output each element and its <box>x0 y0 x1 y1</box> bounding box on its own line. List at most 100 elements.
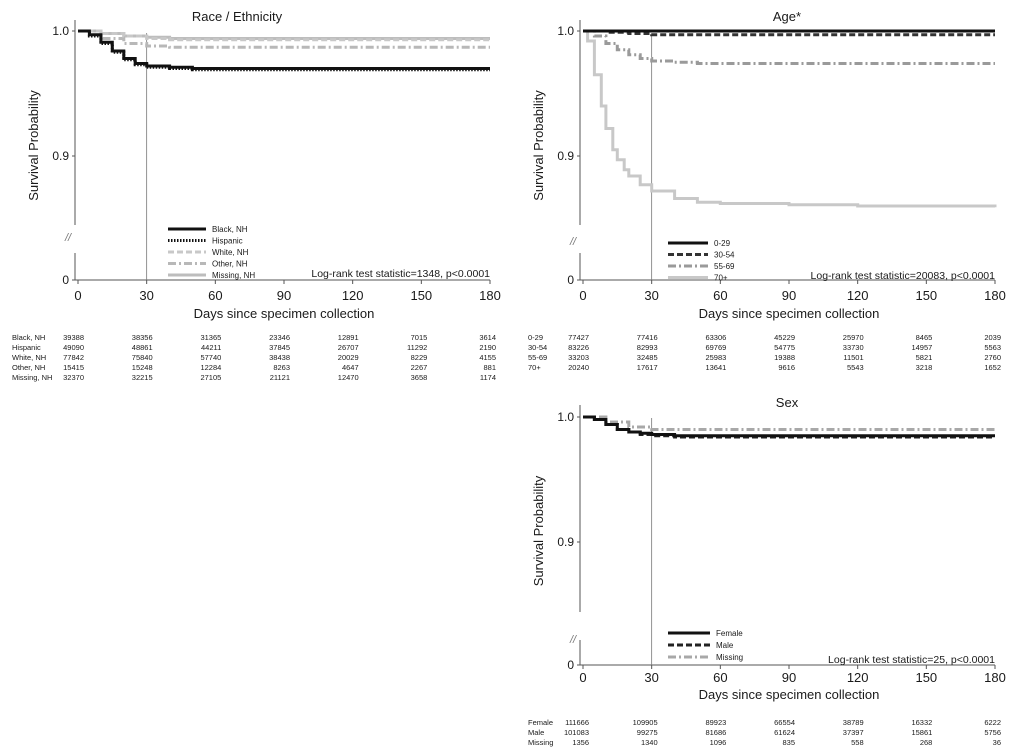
risk-table-cell: 25983 <box>705 353 726 362</box>
risk-table-cell: 11501 <box>843 353 863 362</box>
risk-table-cell: 11292 <box>407 343 427 352</box>
chart-title: Sex <box>776 395 799 410</box>
survival-curve <box>78 29 490 70</box>
legend-label: 0-29 <box>714 239 731 248</box>
chart-title: Age* <box>773 9 801 24</box>
risk-table-cell: 37397 <box>843 728 864 737</box>
risk-table-cell: 109905 <box>633 718 658 727</box>
risk-table-cell: 38789 <box>843 718 864 727</box>
x-tick-label: 150 <box>915 670 937 685</box>
risk-table-cell: 32485 <box>637 353 658 362</box>
risk-table-cell: 36 <box>993 738 1001 747</box>
risk-table-cell: 20240 <box>568 363 589 372</box>
risk-table-cell: 881 <box>483 363 496 372</box>
risk-table-cell: 9616 <box>778 363 795 372</box>
log-rank-stat: Log-rank test statistic=25, p<0.0001 <box>828 654 995 666</box>
risk-table-row-label: Black, NH <box>12 333 45 342</box>
risk-table-cell: 25970 <box>843 333 864 342</box>
risk-table-cell: 101083 <box>564 728 589 737</box>
risk-table-cell: 37845 <box>269 343 290 352</box>
axis-break-mark: // <box>569 634 577 646</box>
y-tick-label: 0 <box>567 658 574 672</box>
x-axis-label: Days since specimen collection <box>194 306 375 321</box>
risk-table-cell: 99275 <box>637 728 658 737</box>
y-tick-label: 0 <box>567 273 574 287</box>
risk-table-cell: 81686 <box>705 728 726 737</box>
risk-table-row-label: 70+ <box>528 363 541 372</box>
risk-table-cell: 12891 <box>338 333 359 342</box>
risk-table-cell: 69769 <box>705 343 726 352</box>
chart-title: Race / Ethnicity <box>192 9 283 24</box>
survival-curve <box>78 29 490 42</box>
risk-table-row-label: 30-54 <box>528 343 547 352</box>
risk-table-cell: 31365 <box>200 333 221 342</box>
risk-table-cell: 5563 <box>984 343 1001 352</box>
legend-label: 70+ <box>714 274 728 283</box>
risk-table-row-label: Missing, NH <box>12 373 52 382</box>
risk-table-cell: 7015 <box>411 333 428 342</box>
survival-curve <box>583 415 995 438</box>
x-tick-label: 120 <box>342 288 364 303</box>
risk-table-cell: 268 <box>920 738 933 747</box>
risk-table-cell: 57740 <box>200 353 221 362</box>
y-tick-label: 0.9 <box>52 149 69 163</box>
risk-table-cell: 33203 <box>568 353 589 362</box>
x-tick-label: 0 <box>579 288 586 303</box>
x-tick-label: 0 <box>74 288 81 303</box>
risk-table-cell: 2760 <box>984 353 1001 362</box>
axis-break-mark: // <box>569 236 577 248</box>
log-rank-stat: Log-rank test statistic=1348, p<0.0001 <box>311 268 490 280</box>
risk-table-cell: 8229 <box>411 353 428 362</box>
legend-label: Missing <box>716 653 743 662</box>
x-tick-label: 180 <box>479 288 501 303</box>
x-tick-label: 60 <box>713 670 727 685</box>
risk-table-cell: 5543 <box>847 363 864 372</box>
risk-table-cell: 3614 <box>479 333 496 342</box>
risk-table-cell: 83226 <box>568 343 589 352</box>
x-axis-label: Days since specimen collection <box>699 687 880 702</box>
legend-label: Black, NH <box>212 225 248 234</box>
risk-table-cell: 1096 <box>710 738 727 747</box>
x-tick-label: 150 <box>410 288 432 303</box>
risk-table-cell: 16332 <box>911 718 932 727</box>
survival-curve <box>583 29 997 208</box>
risk-table-cell: 75840 <box>132 353 153 362</box>
x-tick-label: 90 <box>782 288 796 303</box>
y-tick-label: 0 <box>62 273 69 287</box>
risk-table-cell: 27105 <box>200 373 221 382</box>
y-axis-label: Survival Probability <box>531 475 546 586</box>
risk-table-row-label: 0-29 <box>528 333 543 342</box>
risk-table-cell: 111666 <box>565 718 589 727</box>
risk-table-cell: 45229 <box>774 333 795 342</box>
survival-curve <box>583 29 995 65</box>
y-tick-label: 1.0 <box>557 410 574 424</box>
risk-table-cell: 77427 <box>568 333 589 342</box>
risk-table-cell: 89923 <box>705 718 726 727</box>
risk-table-cell: 38438 <box>269 353 290 362</box>
x-tick-label: 0 <box>579 670 586 685</box>
risk-table-cell: 48861 <box>132 343 153 352</box>
y-axis-label: Survival Probability <box>26 90 41 201</box>
y-axis-label: Survival Probability <box>531 90 546 201</box>
x-tick-label: 90 <box>277 288 291 303</box>
risk-table-cell: 77416 <box>637 333 658 342</box>
risk-table-cell: 5821 <box>916 353 933 362</box>
risk-table-cell: 33730 <box>843 343 864 352</box>
risk-table-cell: 1340 <box>641 738 658 747</box>
risk-table-row-label: 55-69 <box>528 353 547 362</box>
risk-table-cell: 49090 <box>63 343 84 352</box>
risk-table-cell: 13641 <box>705 363 726 372</box>
legend-label: 55-69 <box>714 262 735 271</box>
risk-table-cell: 26707 <box>338 343 359 352</box>
x-tick-label: 30 <box>644 670 658 685</box>
legend-label: Male <box>716 641 734 650</box>
risk-table-row-label: Hispanic <box>12 343 41 352</box>
y-tick-label: 0.9 <box>557 535 574 549</box>
x-tick-label: 150 <box>915 288 937 303</box>
risk-table-cell: 3658 <box>411 373 428 382</box>
risk-table-cell: 38356 <box>132 333 153 342</box>
y-tick-label: 1.0 <box>557 24 574 38</box>
risk-table-cell: 5756 <box>984 728 1001 737</box>
log-rank-stat: Log-rank test statistic=20083, p<0.0001 <box>811 270 996 282</box>
